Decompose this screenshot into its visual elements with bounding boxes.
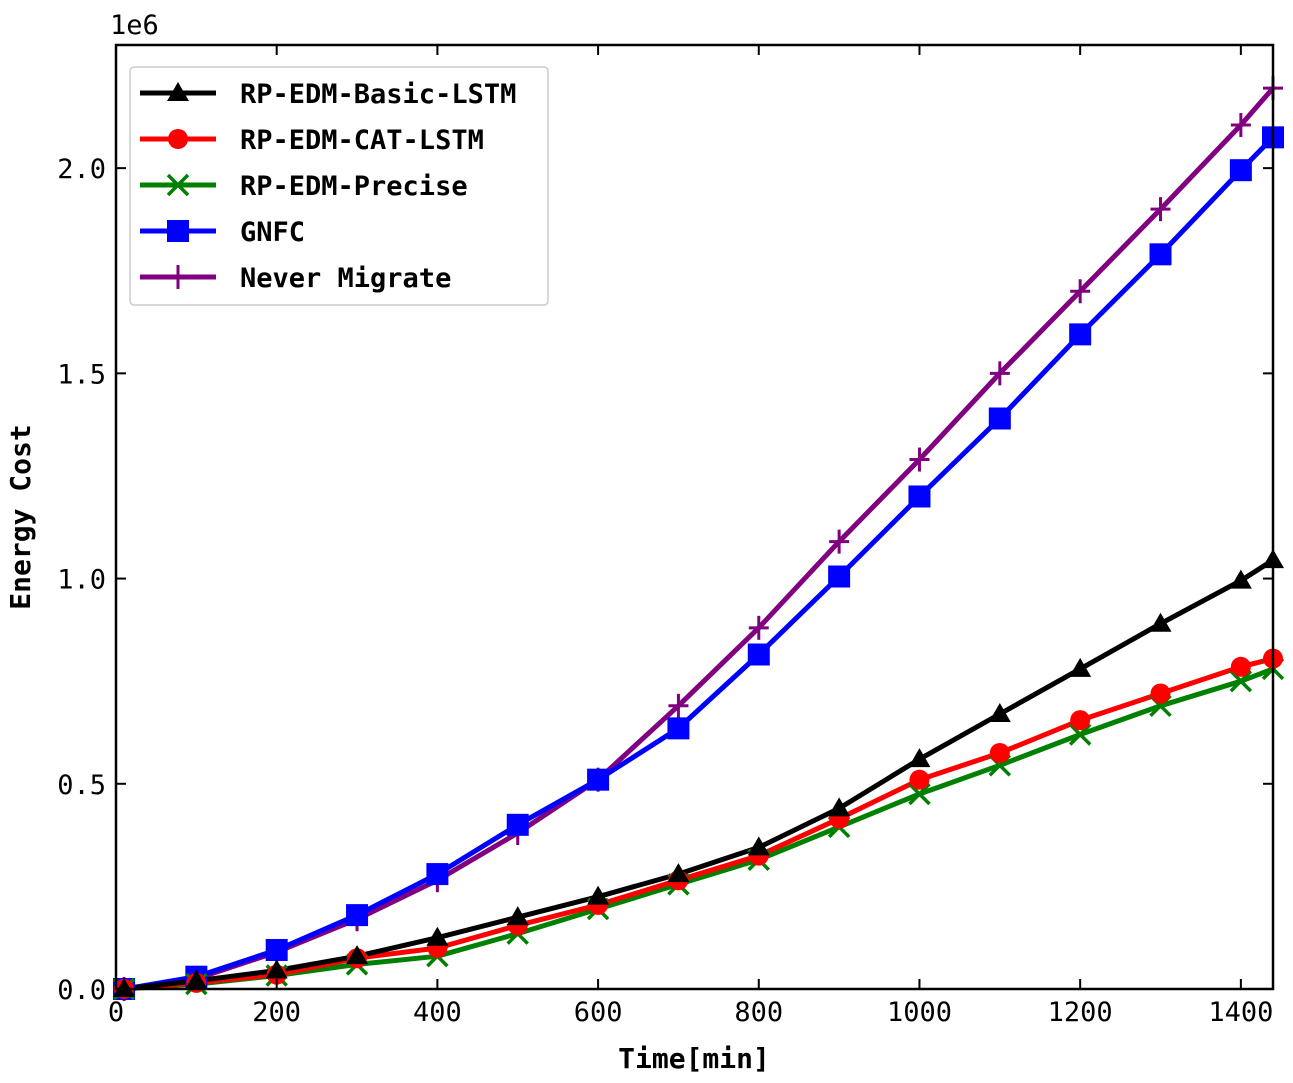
legend-marker-never-migrate xyxy=(168,265,188,289)
legend-entry-gnfc: GNFC xyxy=(140,217,305,248)
data-point-never-migrate-13 xyxy=(1150,197,1171,222)
series-line-rp-edm-precise xyxy=(121,666,1276,992)
legend-box xyxy=(129,66,549,306)
legend-entry-rp-edm-basic-lstm: RP-EDM-Basic-LSTM xyxy=(140,79,516,110)
data-point-rp-edm-cat-lstm-10 xyxy=(909,769,930,790)
legend: RP-EDM-Basic-LSTM RP-EDM-CAT-LSTM RP-EDM-P… xyxy=(129,66,549,306)
legend-marker-rp-edm-cat-lstm xyxy=(168,129,188,149)
legend-label: RP-EDM-Basic-LSTM xyxy=(240,79,516,110)
data-point-rp-edm-basic-lstm-9 xyxy=(828,797,851,817)
data-point-rp-edm-basic-lstm-12 xyxy=(1069,657,1092,677)
data-point-rp-edm-precise-12 xyxy=(1068,723,1092,746)
series-lines xyxy=(121,85,1276,992)
data-point-never-migrate-7 xyxy=(668,693,689,718)
y-tick-label: 2.0 xyxy=(57,154,106,185)
data-point-rp-edm-basic-lstm-10 xyxy=(908,748,931,768)
data-point-gnfc-3 xyxy=(346,904,369,927)
x-tick-label: 400 xyxy=(413,997,462,1028)
legend-label: RP-EDM-Precise xyxy=(240,171,468,202)
data-point-never-migrate-11 xyxy=(989,361,1010,386)
data-point-rp-edm-basic-lstm-3 xyxy=(346,945,369,965)
series-line-rp-edm-basic-lstm xyxy=(121,557,1276,992)
legend-marker-rp-edm-precise xyxy=(166,173,190,197)
x-tick-label: 0 xyxy=(108,997,124,1028)
data-point-rp-edm-cat-lstm-11 xyxy=(989,743,1010,763)
legend-label: GNFC xyxy=(240,217,305,248)
y-scale-label: 1e6 xyxy=(110,10,159,41)
x-tick-label: 1000 xyxy=(887,997,952,1028)
x-axis-title: Time[min] xyxy=(618,1042,770,1075)
plot-frame xyxy=(114,43,1275,991)
data-point-gnfc-10 xyxy=(908,485,931,508)
y-tick-label: 0.5 xyxy=(57,770,106,801)
data-point-never-migrate-14 xyxy=(1230,113,1251,138)
x-tick-label: 200 xyxy=(252,997,301,1028)
x-tick-label: 1200 xyxy=(1048,997,1113,1028)
legend-marker-gnfc xyxy=(167,220,189,242)
data-point-gnfc-12 xyxy=(1069,323,1092,346)
data-point-rp-edm-basic-lstm-8 xyxy=(747,836,770,856)
series-line-gnfc xyxy=(121,134,1276,992)
series-markers xyxy=(112,76,1285,1001)
data-point-gnfc-5 xyxy=(506,813,529,836)
data-point-rp-edm-basic-lstm-7 xyxy=(667,863,690,883)
y-tick-label: 1.5 xyxy=(57,359,106,390)
data-point-gnfc-4 xyxy=(426,863,449,886)
data-point-rp-edm-precise-10 xyxy=(908,782,931,806)
x-tick-label: 1400 xyxy=(1208,997,1273,1028)
legend-marker-rp-edm-basic-lstm xyxy=(167,82,189,101)
data-point-gnfc-7 xyxy=(667,717,690,740)
legend-entry-never-migrate: Never Migrate xyxy=(140,263,451,294)
series-line-never-migrate xyxy=(121,85,1276,992)
data-point-rp-edm-precise-14 xyxy=(1229,669,1253,693)
series-line-rp-edm-cat-lstm xyxy=(121,656,1276,992)
data-point-never-migrate-8 xyxy=(748,615,769,640)
data-point-rp-edm-basic-lstm-11 xyxy=(988,703,1011,723)
data-point-rp-edm-basic-lstm-6 xyxy=(587,885,610,905)
data-point-rp-edm-cat-lstm-14 xyxy=(1230,656,1251,677)
data-point-gnfc-11 xyxy=(988,407,1011,430)
data-point-gnfc-6 xyxy=(587,768,610,791)
data-point-rp-edm-basic-lstm-2 xyxy=(265,959,288,979)
data-point-gnfc-8 xyxy=(747,643,770,666)
data-point-gnfc-14 xyxy=(1229,159,1252,182)
legend-label: RP-EDM-CAT-LSTM xyxy=(240,125,484,156)
x-tick-label: 600 xyxy=(574,997,623,1028)
legend-label: Never Migrate xyxy=(240,263,451,294)
data-point-gnfc-13 xyxy=(1149,243,1172,266)
data-point-gnfc-9 xyxy=(828,565,851,588)
y-tick-label: 0.0 xyxy=(57,975,106,1006)
data-point-rp-edm-basic-lstm-13 xyxy=(1149,612,1172,632)
data-point-rp-edm-cat-lstm-13 xyxy=(1150,683,1171,704)
data-point-rp-edm-basic-lstm-5 xyxy=(506,906,529,926)
data-point-rp-edm-basic-lstm-0 xyxy=(113,978,136,997)
data-point-rp-edm-basic-lstm-14 xyxy=(1229,569,1252,589)
y-axis-title: Energy Cost xyxy=(4,424,37,609)
data-point-rp-edm-cat-lstm-12 xyxy=(1070,710,1091,731)
x-tick-label: 800 xyxy=(734,997,783,1028)
data-point-never-migrate-10 xyxy=(909,447,930,472)
data-point-gnfc-2 xyxy=(265,939,288,962)
y-tick-label: 1.0 xyxy=(57,565,106,596)
data-point-never-migrate-12 xyxy=(1070,279,1091,304)
data-point-never-migrate-9 xyxy=(829,529,850,554)
legend-entry-rp-edm-precise: RP-EDM-Precise xyxy=(140,171,468,202)
legend-entry-rp-edm-cat-lstm: RP-EDM-CAT-LSTM xyxy=(140,125,484,156)
axis-ticks: 0 200 400 600 800 1000 1200 1400 0.0 0.5 1.0 1.5 2.0 xyxy=(57,45,1273,1028)
data-point-rp-edm-basic-lstm-1 xyxy=(185,969,208,989)
data-point-rp-edm-basic-lstm-4 xyxy=(426,926,449,946)
